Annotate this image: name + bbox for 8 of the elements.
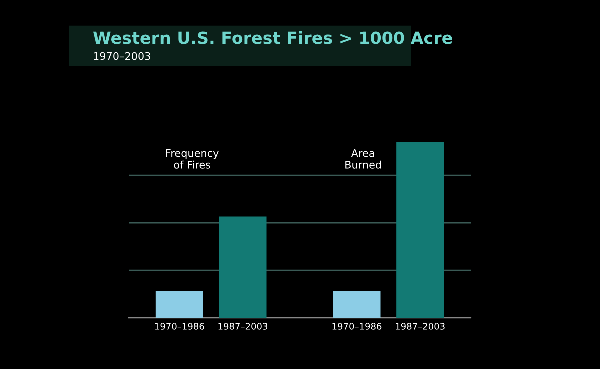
x-tick-label: 1970–1986 (332, 323, 382, 330)
chart-subtitle: 1970–2003 (94, 52, 150, 60)
x-tick-label: 1987–2003 (396, 323, 445, 330)
annotation: Area Burned (346, 149, 382, 169)
chart-title: Western U.S. Forest Fires > 1000 Acre (93, 31, 452, 44)
x-tick-label: 1987–2003 (218, 323, 268, 330)
annotation: Frequency of Fires (166, 149, 219, 169)
x-tick-label: 1970–1986 (155, 323, 204, 330)
